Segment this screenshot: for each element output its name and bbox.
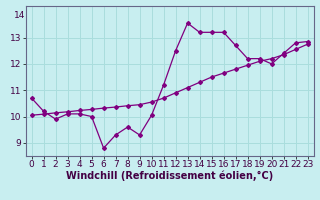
X-axis label: Windchill (Refroidissement éolien,°C): Windchill (Refroidissement éolien,°C)	[66, 171, 273, 181]
Text: 14: 14	[14, 11, 26, 20]
